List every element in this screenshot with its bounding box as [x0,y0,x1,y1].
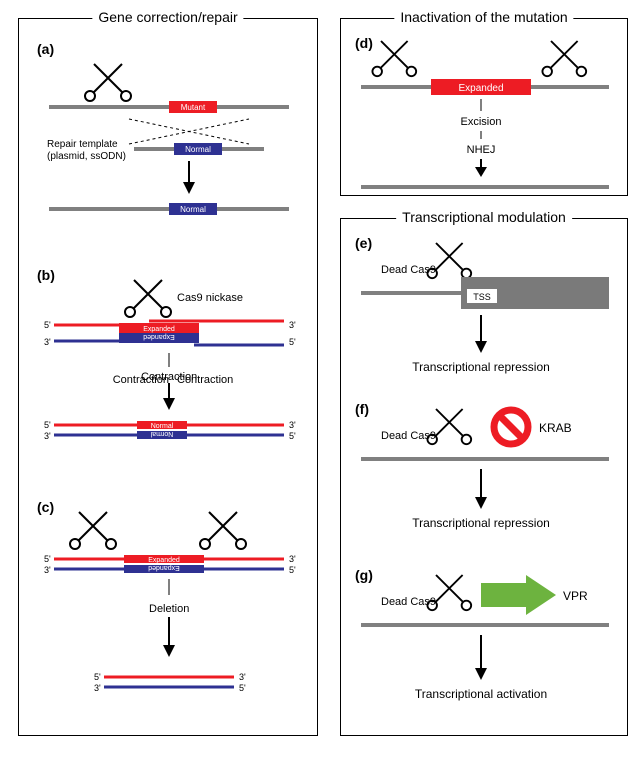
normal-text-1: Normal [185,145,211,154]
svg-text:Transcriptional activation: Transcriptional activation [415,687,547,701]
repair-template-line1: Repair template [47,139,118,150]
svg-text:Dead Cas9: Dead Cas9 [381,430,436,442]
svg-text:KRAB: KRAB [539,421,572,435]
svg-text:Transcriptional repression: Transcriptional repression [412,360,550,374]
svg-text:Dead Cas9: Dead Cas9 [381,264,436,276]
panel-title-efg: Transcriptional modulation [396,209,572,225]
svg-text:Normal: Normal [151,423,174,430]
svg-text:5': 5' [94,672,101,682]
svg-text:Excision: Excision [461,116,502,128]
svg-text:TSS: TSS [473,292,491,302]
svg-text:Expanded: Expanded [458,83,503,94]
svg-text:3': 3' [289,420,296,430]
prohibition-icon [494,410,528,444]
svg-text:5': 5' [239,683,246,693]
panel-title-d: Inactivation of the mutation [394,9,573,25]
diagram-c-result: 5' 3' 3' 5' [19,507,319,727]
svg-text:5': 5' [44,420,51,430]
green-arrow-icon [481,575,556,615]
svg-text:5': 5' [289,431,296,441]
svg-text:3': 3' [94,683,101,693]
diagram-f: Dead Cas9 KRAB Transcriptional repressio… [341,409,629,554]
repair-template-line2: (plasmid, ssODN) [47,151,126,162]
svg-text:Dead Cas9: Dead Cas9 [381,596,436,608]
svg-text:Transcriptional repression: Transcriptional repression [412,516,550,530]
svg-text:3': 3' [239,672,246,682]
panel-title-left: Gene correction/repair [92,9,243,25]
svg-text:3': 3' [44,431,51,441]
panel-inactivation: Inactivation of the mutation (d) Expande… [340,18,628,196]
panel-gene-correction: Gene correction/repair (a) Mutant Normal [18,18,318,736]
svg-text:NHEJ: NHEJ [467,144,496,156]
diagram-d: Expanded Excision NHEJ [341,39,629,194]
diagram-b-arrow: Normal Normal 5' 3' 3' 5' [19,275,319,475]
svg-text:VPR: VPR [563,589,588,603]
svg-text:Normal: Normal [150,430,173,437]
mutant-text: Mutant [181,103,206,112]
diagram-e: Dead Cas9 TSS Transcriptional repression [341,243,629,388]
panel-transcriptional: Transcriptional modulation (e) Dead Cas9… [340,218,628,736]
diagram-g: Dead Cas9 VPR Transcriptional activation [341,575,629,725]
normal-text-2: Normal [180,205,206,214]
